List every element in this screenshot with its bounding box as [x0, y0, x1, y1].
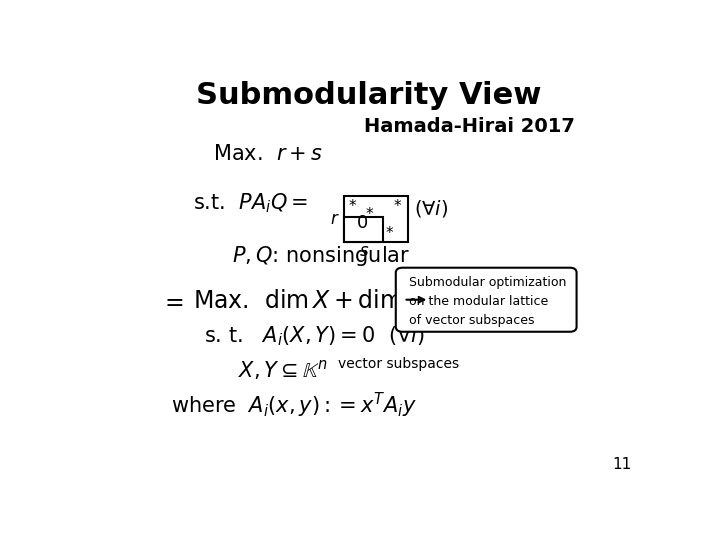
Text: $P, Q$: nonsingular: $P, Q$: nonsingular — [233, 244, 410, 268]
Text: Submodular optimization
on the modular lattice
of vector subspaces: Submodular optimization on the modular l… — [409, 275, 567, 327]
Text: $*$: $*$ — [384, 224, 394, 239]
Text: $=$: $=$ — [160, 289, 184, 313]
Text: Hamada-Hirai 2017: Hamada-Hirai 2017 — [364, 117, 575, 136]
Text: $*$: $*$ — [348, 197, 357, 212]
Text: $*$: $*$ — [365, 205, 374, 219]
Text: $0$: $0$ — [356, 214, 368, 233]
FancyBboxPatch shape — [396, 268, 577, 332]
Text: s. t.   $A_i(X, Y) = 0$  $(\forall i)$: s. t. $A_i(X, Y) = 0$ $(\forall i)$ — [204, 325, 425, 348]
Text: s.t.  $PA_iQ =$: s.t. $PA_iQ =$ — [193, 192, 308, 215]
Text: $(\forall i)$: $(\forall i)$ — [413, 198, 448, 219]
Text: $X, Y \subseteq \mathbb{K}^n$: $X, Y \subseteq \mathbb{K}^n$ — [238, 358, 328, 382]
Text: $r$: $r$ — [330, 210, 340, 228]
Text: 11: 11 — [612, 457, 631, 472]
Text: $*$: $*$ — [393, 197, 402, 212]
FancyBboxPatch shape — [344, 196, 408, 241]
FancyBboxPatch shape — [344, 218, 383, 241]
Text: vector subspaces: vector subspaces — [338, 357, 459, 370]
Text: where  $A_i(x, y) := x^T A_i y$: where $A_i(x, y) := x^T A_i y$ — [171, 391, 417, 421]
Text: Max.  $\dim X + \dim Y$: Max. $\dim X + \dim Y$ — [193, 289, 425, 313]
Text: $s$: $s$ — [359, 242, 369, 260]
Text: Max.  $r + s$: Max. $r + s$ — [213, 144, 323, 164]
Text: Submodularity View: Submodularity View — [197, 82, 541, 111]
